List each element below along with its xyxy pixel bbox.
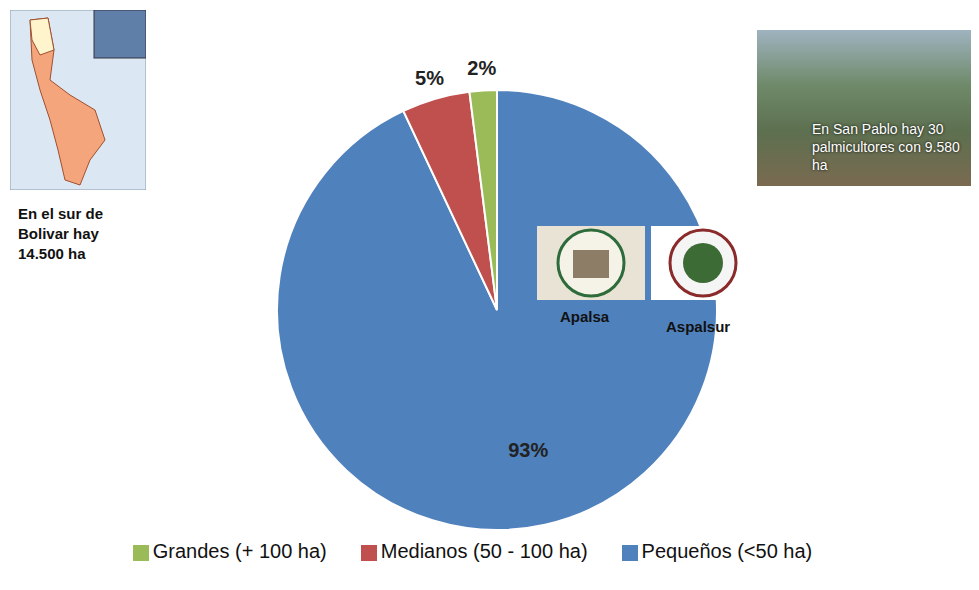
html-text:En el sur de Bolivar hay 14.50: En el sur de Bolivar hay 14.500 ha — [18, 205, 103, 262]
html-text:En San Pablo hay 30 palmiculto: En San Pablo hay 30 palmicultores con 9.… — [812, 121, 960, 173]
html-text:Medianos (50 - 100 ha): Medianos (50 - 100 ha) — [380, 540, 588, 562]
html-text:Aspalsur: Aspalsur — [666, 318, 731, 335]
svg-text:2%: 2% — [467, 57, 496, 79]
svg-text:93%: 93% — [508, 439, 548, 461]
html-text:Pequeños (<50 ha): Pequeños (<50 ha) — [641, 540, 813, 562]
svg-text:5%: 5% — [415, 67, 444, 89]
html-text:Apalsa: Apalsa — [560, 308, 610, 325]
html-text:Grandes (+ 100 ha): Grandes (+ 100 ha) — [152, 540, 327, 562]
